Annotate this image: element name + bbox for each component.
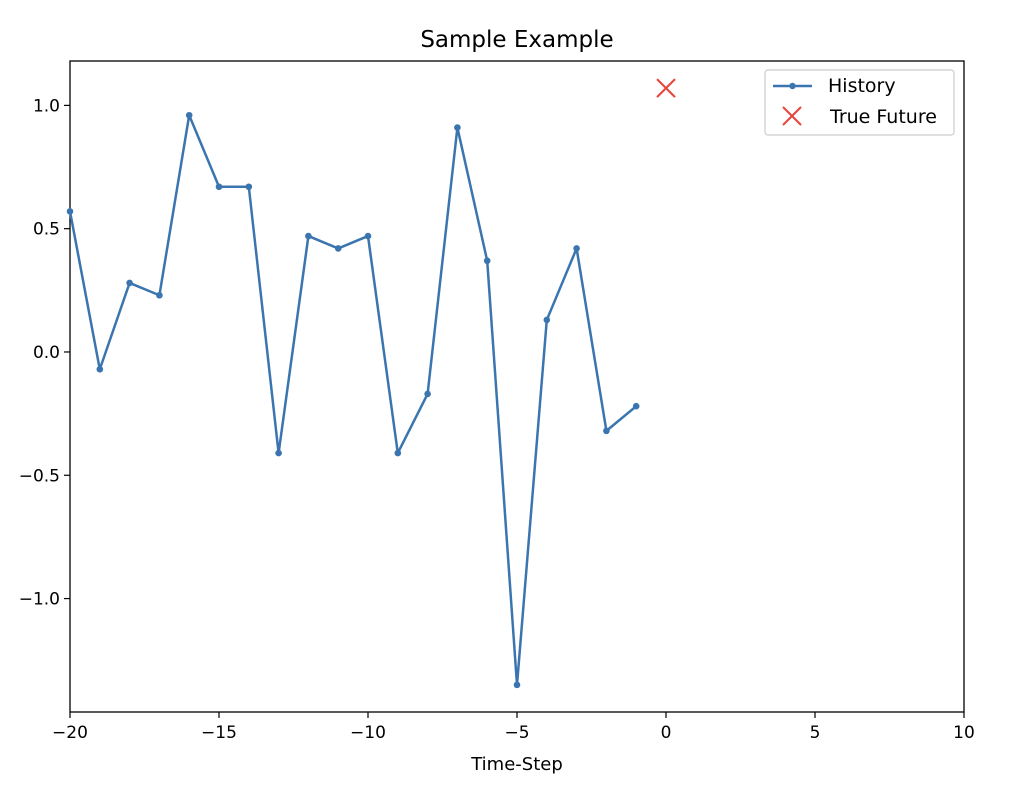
x-tick-label: −5 [504, 723, 529, 743]
y-tick-label: 0.5 [33, 220, 60, 240]
legend-entry-true-future: True Future [782, 106, 937, 128]
history-data-point [424, 390, 431, 398]
history-data-point [215, 183, 223, 191]
chart-title: Sample Example [420, 27, 613, 53]
history-data-point [573, 245, 580, 252]
history-data-point [483, 257, 491, 265]
history-data-point [66, 208, 74, 215]
plot-area [69, 60, 965, 713]
y-tick-label: 0.0 [33, 343, 60, 363]
x-tick-label: −10 [350, 723, 386, 743]
x-axis-label: Time-Step [470, 754, 563, 775]
legend-true-future-marker [782, 106, 802, 126]
history-data-point [364, 232, 372, 240]
plot-frame [69, 60, 965, 713]
history-data-point [603, 427, 610, 435]
series-layer [66, 78, 676, 689]
history-data-point [156, 291, 163, 299]
history-series-line [68, 114, 637, 687]
y-tick-label: 1.0 [33, 96, 60, 116]
history-data-point [632, 402, 640, 410]
x-tick-label: 10 [953, 723, 975, 743]
history-data-point [245, 183, 253, 191]
legend-history-marker [789, 82, 796, 90]
history-data-point [96, 365, 104, 373]
x-tick-label: 0 [661, 723, 672, 743]
y-axis: −1.0 −0.5 0.0 0.5 1.0 [19, 96, 70, 610]
history-data-point [305, 232, 312, 240]
history-data-point [394, 449, 402, 457]
history-data-point [454, 124, 461, 131]
history-data-point [543, 316, 551, 324]
history-data-point [126, 279, 133, 287]
legend-true-future-label: True Future [829, 106, 937, 128]
history-data-point [275, 449, 282, 457]
y-tick-label: −0.5 [19, 466, 60, 486]
x-tick-label: −15 [201, 723, 237, 743]
x-tick-label: −20 [52, 723, 88, 743]
legend-history-label: History [828, 75, 896, 97]
legend-entry-history: History [773, 75, 896, 97]
x-tick-label: 5 [810, 723, 821, 743]
legend: History True Future [764, 69, 955, 136]
history-data-point [334, 245, 342, 252]
y-tick-label: −1.0 [19, 590, 60, 610]
legend-frame [764, 69, 955, 136]
history-data-point [185, 111, 193, 119]
true-future-marker [656, 78, 676, 98]
history-data-point [513, 681, 521, 689]
x-axis: −20 −15 −10 −5 0 5 10 [52, 712, 975, 743]
